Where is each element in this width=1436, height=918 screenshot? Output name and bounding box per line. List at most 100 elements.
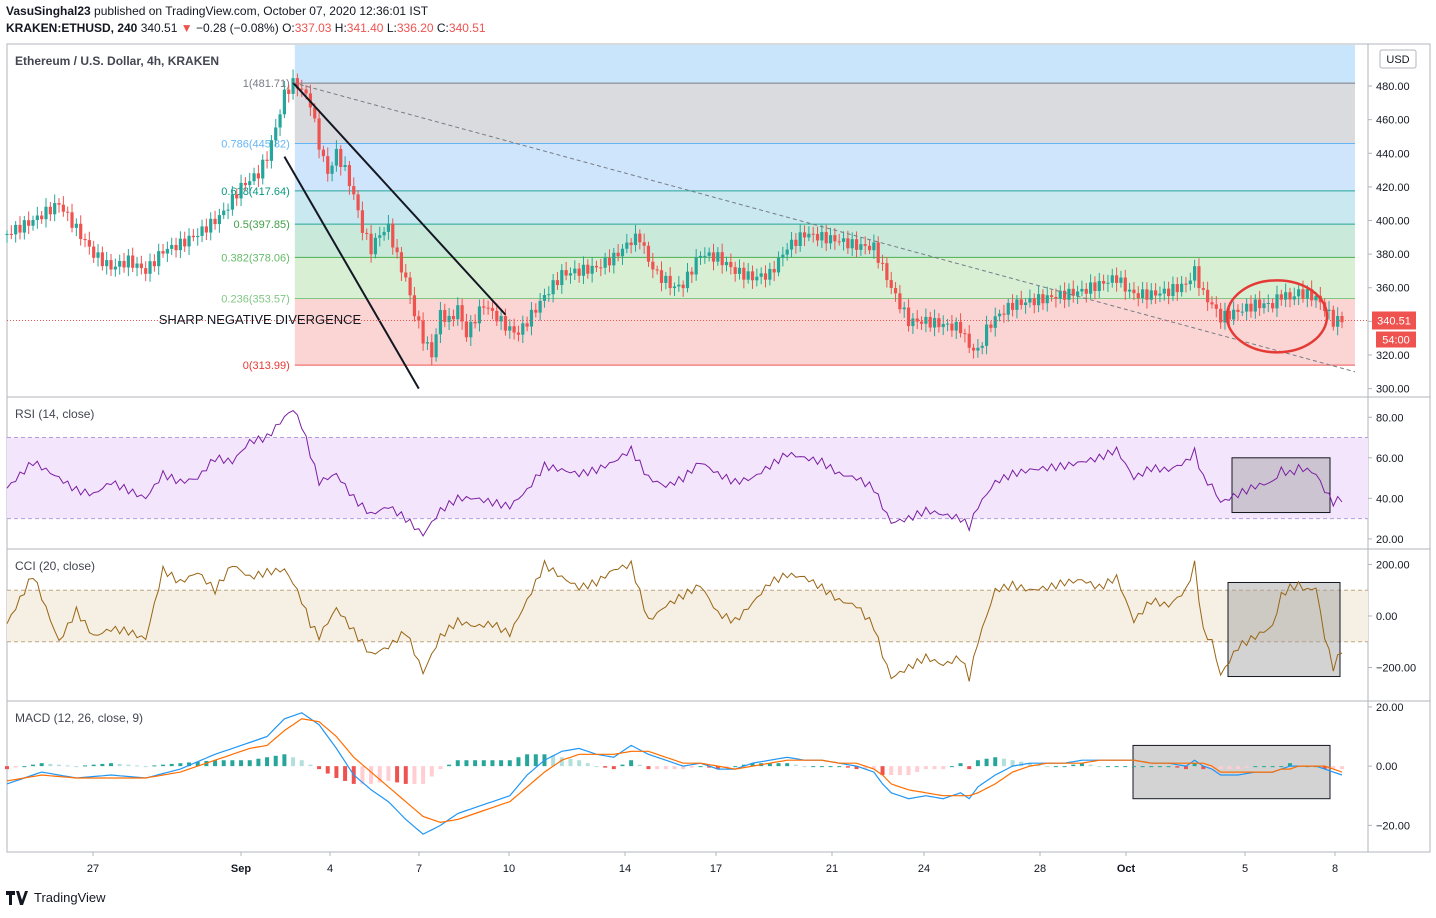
macd-histogram-bar: [1183, 766, 1188, 770]
macd-histogram-bar: [1166, 766, 1171, 768]
footer-brand[interactable]: TradingView: [34, 890, 106, 905]
candle-body: [356, 194, 360, 211]
candle-body: [1193, 266, 1197, 281]
candle-body: [854, 239, 859, 250]
candle-body: [768, 268, 772, 280]
candle-body: [252, 173, 256, 182]
macd-histogram-bar: [724, 766, 729, 768]
candle-body: [473, 321, 477, 324]
candle-body: [971, 347, 976, 351]
macd-histogram-bar: [39, 763, 44, 767]
tradingview-logo-icon: [6, 890, 28, 905]
candle-body: [742, 267, 746, 280]
candle-body: [1232, 309, 1236, 320]
candle-body: [1141, 289, 1145, 299]
candle-body: [1305, 289, 1309, 299]
candle-body: [880, 262, 885, 264]
macd-histogram-bar: [923, 766, 928, 770]
candle-body: [503, 316, 508, 331]
last-price-tag-label: 340.51: [1377, 315, 1411, 327]
candle-body: [594, 265, 599, 268]
macd-histogram-bar: [1149, 766, 1154, 768]
last-price-tag: [1372, 311, 1416, 330]
candle-body: [876, 242, 880, 263]
candle-body: [672, 286, 677, 289]
close-label: C:: [436, 21, 449, 35]
candle-body: [1201, 288, 1205, 290]
candle-body: [1045, 295, 1049, 304]
macd-histogram-bar: [135, 765, 140, 767]
candle-body: [1158, 293, 1162, 296]
candle-body: [278, 114, 282, 128]
candle-body: [707, 252, 711, 256]
candle-body: [772, 268, 776, 273]
candle-body: [690, 271, 694, 275]
macd-histogram-bar: [828, 766, 833, 768]
candle-body: [300, 88, 304, 90]
macd-histogram-bar: [793, 764, 798, 767]
macd-histogram-bar: [1287, 763, 1292, 767]
rsi-title: RSI (14, close): [15, 407, 94, 421]
macd-histogram-bar: [689, 766, 694, 768]
cci-band: [7, 590, 1368, 642]
candle-body: [612, 252, 616, 266]
candle-body: [590, 265, 594, 274]
macd-histogram-bar: [1244, 766, 1249, 768]
candle-body: [521, 323, 525, 335]
macd-histogram-bar: [1019, 761, 1024, 767]
macd-histogram-bar: [13, 766, 18, 768]
macd-histogram-bar: [915, 766, 920, 773]
macd-histogram-bar: [785, 763, 790, 767]
macd-histogram-bar: [256, 758, 261, 767]
open-label: O:: [282, 21, 295, 35]
macd-histogram-bar: [1105, 766, 1110, 768]
macd-histogram-bar: [1235, 766, 1240, 770]
macd-histogram-bar: [715, 766, 720, 770]
macd-histogram-bar: [386, 766, 391, 781]
candle-body: [79, 223, 83, 239]
candle-body: [1097, 280, 1101, 292]
rsi-tick-label: 20.00: [1376, 534, 1404, 546]
candle-body: [646, 245, 651, 262]
macd-histogram-bar: [438, 766, 443, 770]
candle-body: [1132, 289, 1136, 294]
candle-body: [217, 215, 221, 225]
candle-body: [1110, 275, 1114, 283]
candle-body: [1049, 295, 1054, 297]
candle-body: [274, 127, 278, 141]
macd-histogram-bar: [967, 766, 972, 770]
candle-body: [1002, 313, 1006, 315]
candle-body: [261, 159, 265, 179]
candle-body: [867, 245, 872, 251]
fib-zone: [294, 190, 1355, 225]
candle-body: [74, 223, 78, 228]
candle-body: [872, 242, 876, 251]
change-arrow-icon: ▼: [180, 21, 193, 35]
macd-histogram-bar: [525, 754, 530, 767]
candle-body: [1245, 303, 1249, 312]
macd-histogram-bar: [447, 764, 452, 767]
candle-body: [1041, 294, 1045, 304]
macd-histogram-bar: [265, 757, 270, 767]
candle-body: [1080, 288, 1084, 292]
candle-body: [1292, 296, 1296, 300]
candle-body: [1075, 291, 1080, 296]
macd-histogram-bar: [897, 766, 902, 776]
candle-body: [222, 210, 226, 216]
time-tick-label: 14: [619, 863, 631, 875]
candle-body: [911, 318, 915, 327]
candle-body: [269, 140, 273, 161]
candle-body: [178, 238, 182, 251]
candle-body: [1301, 289, 1305, 299]
macd-histogram-bar: [195, 761, 200, 767]
candle-body: [399, 252, 404, 273]
author-name[interactable]: VasuSinghal23: [6, 4, 91, 18]
cci-highlight-box: [1227, 581, 1341, 678]
candle-body: [187, 235, 191, 247]
low-value: 336.20: [396, 21, 434, 35]
macd-histogram-bar: [1123, 766, 1128, 768]
rsi-band: [7, 437, 1368, 519]
candle-body: [1227, 310, 1231, 320]
candle-body: [737, 267, 742, 274]
